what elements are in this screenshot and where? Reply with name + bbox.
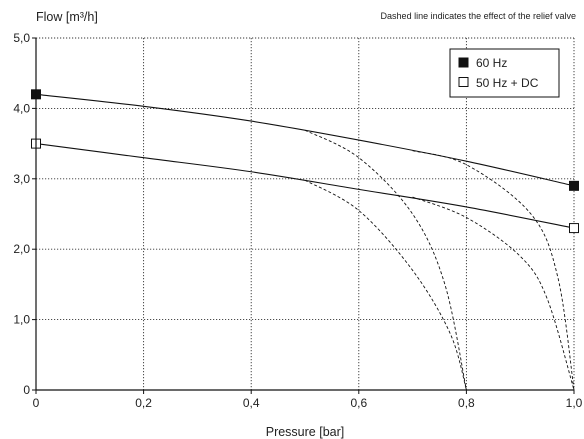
relief-valve-note: Dashed line indicates the effect of the … [381,11,576,21]
relief-valve-curve [412,196,575,391]
y-tick-label: 5,0 [13,31,30,45]
y-axis-title: Flow [m³/h] [36,10,98,24]
legend-box [449,48,560,98]
x-tick-label: 0,6 [350,396,367,410]
tick-labels: 0 0,2 0,4 0,6 0,8 1,0 0 1,0 2,0 3,0 4,0 5,0 [13,31,582,410]
x-tick-label: 0,4 [243,396,260,410]
legend-marker-60hz [458,57,469,68]
series-lines [31,89,579,234]
y-tick-label: 1,0 [13,313,30,327]
series-line [35,93,575,187]
legend: 60 Hz 50 Hz + DC [449,48,560,98]
y-tick-label: 4,0 [13,101,30,115]
x-tick-label: 1,0 [566,396,583,410]
legend-label-50hz-dc: 50 Hz + DC [476,76,539,90]
series-point-marker [569,223,579,234]
x-tick-label: 0 [33,396,40,410]
axes [32,37,575,394]
x-tick-label: 0,2 [135,396,152,410]
relief-valve-curve [304,179,467,391]
y-tick-label: 3,0 [13,172,30,186]
legend-label-60hz: 60 Hz [476,56,507,70]
series-point-marker [569,180,579,191]
relief-valve-curves [304,129,575,391]
relief-valve-curve [412,150,575,391]
relief-valve-curve [304,129,467,391]
y-tick-label: 0 [23,383,30,397]
x-axis-title: Pressure [bar] [266,425,345,439]
y-tick-label: 2,0 [13,242,30,256]
legend-marker-50hz-dc [458,77,469,87]
x-tick-label: 0,8 [458,396,475,410]
series-line [35,143,575,229]
